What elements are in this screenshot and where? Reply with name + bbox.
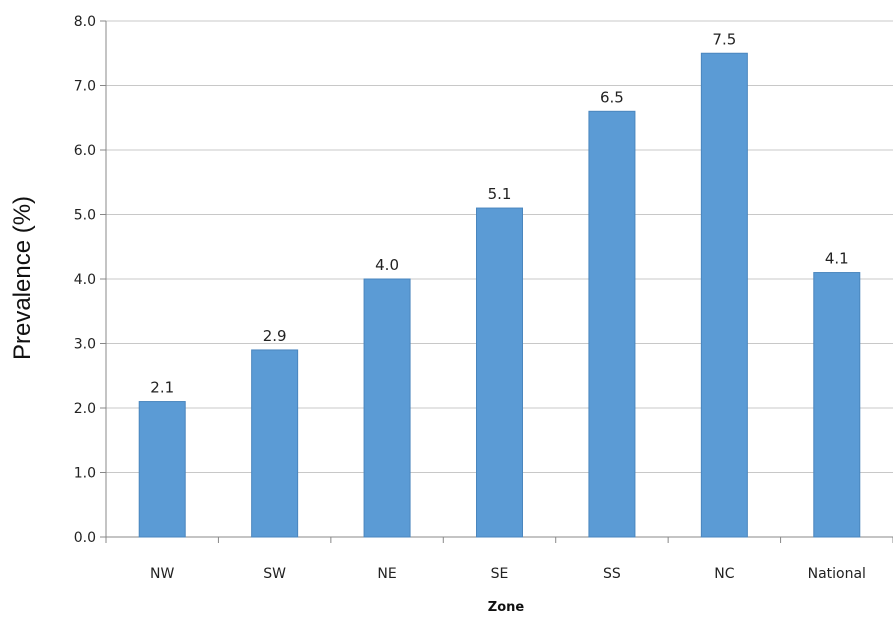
data-label-national: 4.1 [825, 250, 849, 268]
y-tick-label: 4.0 [74, 272, 96, 288]
bar-national [813, 272, 861, 538]
x-tick-label: NC [714, 566, 734, 582]
data-label-sw: 2.9 [263, 327, 287, 345]
y-axis-title: Prevalence (%) [9, 196, 36, 360]
x-tick-label: NE [377, 566, 396, 582]
data-label-ss: 6.5 [600, 88, 624, 106]
y-axis-ticks: 0.0 1.0 2.0 3.0 4.0 5.0 6.0 7.0 8.0 [74, 14, 106, 546]
y-tick-label: 2.0 [74, 401, 96, 417]
x-tick-label: National [808, 566, 866, 582]
y-tick-label: 0.0 [74, 530, 96, 546]
bar-se [476, 207, 523, 538]
y-tick-label: 7.0 [74, 79, 96, 95]
y-tick-label: 6.0 [74, 143, 96, 159]
x-tick-label: SW [263, 566, 286, 582]
data-label-se: 5.1 [488, 185, 512, 203]
data-label-ne: 4.0 [375, 256, 399, 274]
bar-ss [588, 110, 636, 538]
bar-nc [700, 52, 748, 538]
data-labels: 2.1 2.9 4.0 5.1 6.5 7.5 4.1 [150, 30, 848, 396]
bar-nw [138, 401, 186, 538]
y-tick-label: 5.0 [74, 208, 96, 224]
x-tick-label: SS [603, 566, 621, 582]
x-axis-title: Zone [488, 600, 525, 615]
y-tick-label: 8.0 [74, 14, 96, 30]
y-tick-label: 3.0 [74, 337, 96, 353]
data-label-nw: 2.1 [150, 379, 174, 397]
data-label-nc: 7.5 [712, 30, 736, 48]
x-axis-ticks: NW SW NE SE SS NC National [105, 537, 893, 582]
bar-ne [363, 278, 411, 538]
bar-sw [251, 349, 299, 538]
x-tick-label: SE [491, 566, 509, 582]
y-tick-label: 1.0 [74, 466, 96, 482]
bars [138, 52, 861, 538]
x-tick-label: NW [150, 566, 174, 582]
